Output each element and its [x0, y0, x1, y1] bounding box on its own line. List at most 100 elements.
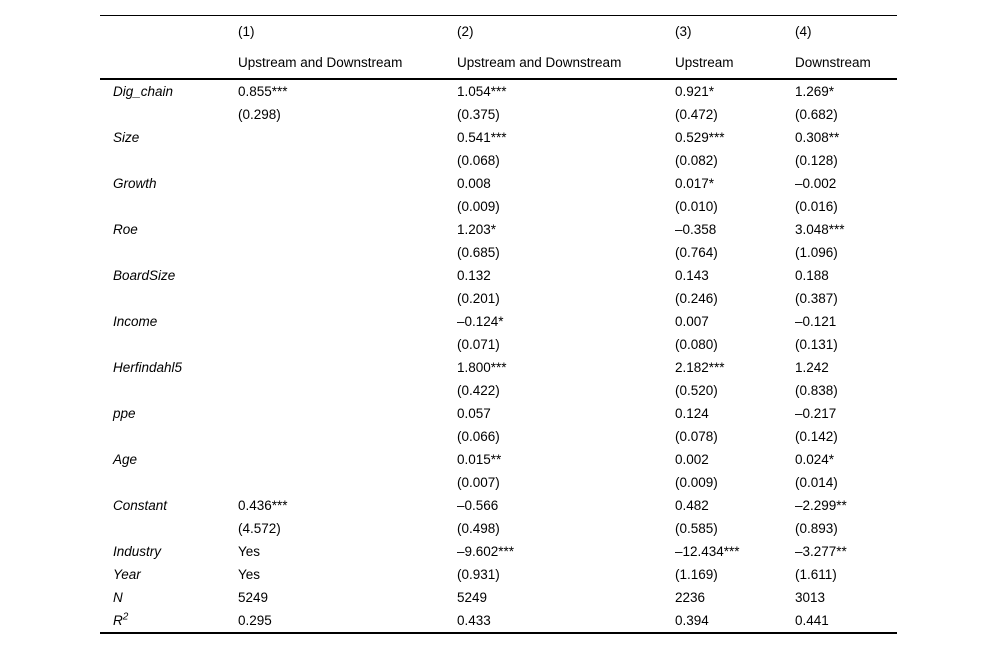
coefficient-cell: [238, 402, 457, 425]
table-row: ppe 0.057 0.124 –0.217: [100, 402, 897, 425]
row-label-empty: [100, 379, 238, 402]
row-label-empty: [100, 241, 238, 264]
standard-error-cell: (0.016): [795, 199, 838, 214]
table-row: Herfindahl5 1.800*** 2.182*** 1.242: [100, 356, 897, 379]
standard-error-cell: (0.009): [457, 199, 500, 214]
column-number: (2): [457, 24, 474, 39]
standard-error-cell: (0.068): [457, 153, 500, 168]
standard-error-cell: (0.838): [795, 383, 838, 398]
standard-error-cell: (0.387): [795, 291, 838, 306]
standard-error-cell: [238, 333, 457, 356]
standard-error-cell: [238, 471, 457, 494]
standard-error-cell: [238, 195, 457, 218]
row-label-text: R: [113, 613, 123, 628]
table-row-se: (0.068) (0.082) (0.128): [100, 149, 897, 172]
column-label: Upstream and Downstream: [238, 47, 457, 80]
coefficient-cell: –2.299**: [795, 498, 847, 513]
coefficient-cell: 3013: [795, 590, 826, 605]
coefficient-cell: 1.203*: [457, 222, 497, 237]
row-label: Size: [113, 130, 140, 145]
row-label: BoardSize: [113, 268, 176, 283]
table-row: Roe 1.203* –0.358 3.048***: [100, 218, 897, 241]
coefficient-cell: [238, 448, 457, 471]
corner-cell: [100, 47, 238, 80]
standard-error-cell: (0.128): [795, 153, 838, 168]
standard-error-cell: (0.010): [675, 199, 718, 214]
coefficient-cell: Yes: [238, 567, 261, 582]
row-label: Year: [113, 567, 141, 582]
table-row: Dig_chain 0.855*** 1.054*** 0.921* 1.269*: [100, 79, 897, 103]
coefficient-cell: 0.057: [457, 406, 491, 421]
standard-error-cell: (0.520): [675, 383, 718, 398]
coefficient-cell: 0.433: [457, 613, 491, 628]
column-label: Upstream and Downstream: [457, 47, 675, 80]
coefficient-cell: 0.921*: [675, 84, 715, 99]
column-number: (4): [795, 24, 812, 39]
coefficient-cell: –3.277**: [795, 544, 847, 559]
coefficient-cell: –0.124*: [457, 314, 504, 329]
coefficient-cell: 2.182***: [675, 360, 725, 375]
standard-error-cell: [238, 425, 457, 448]
table-header: (1) (2) (3) (4) Upstream and Downstream …: [100, 16, 897, 80]
column-label: Downstream: [795, 47, 897, 80]
row-label: Growth: [113, 176, 157, 191]
table-row: N 5249 5249 2236 3013: [100, 586, 897, 609]
coefficient-cell: –0.566: [457, 498, 499, 513]
coefficient-cell: 0.008: [457, 176, 491, 191]
standard-error-cell: (0.422): [457, 383, 500, 398]
table-row-se: (0.298) (0.375) (0.472) (0.682): [100, 103, 897, 126]
coefficient-cell: (0.931): [457, 567, 500, 582]
coefficient-cell: –0.217: [795, 406, 837, 421]
coefficient-cell: [238, 218, 457, 241]
row-label: Industry: [113, 544, 162, 559]
coefficient-cell: 2236: [675, 590, 706, 605]
coefficient-cell: –12.434***: [675, 544, 740, 559]
table-row: Size 0.541*** 0.529*** 0.308**: [100, 126, 897, 149]
row-label-superscript: 2: [122, 611, 129, 623]
row-label: Roe: [113, 222, 138, 237]
coefficient-cell: 0.482: [675, 498, 709, 513]
table-row-se: (0.009) (0.010) (0.016): [100, 195, 897, 218]
row-label: Constant: [113, 498, 168, 513]
table-row: Industry Yes –9.602*** –12.434*** –3.277**: [100, 540, 897, 563]
corner-cell: [100, 16, 238, 48]
table-row: Year Yes (0.931) (1.169) (1.611): [100, 563, 897, 586]
standard-error-cell: (1.096): [795, 245, 838, 260]
coefficient-cell: 0.541***: [457, 130, 507, 145]
coefficient-cell: 0.132: [457, 268, 491, 283]
row-label: Age: [113, 452, 138, 467]
coefficient-cell: 0.436***: [238, 498, 288, 513]
standard-error-cell: [238, 379, 457, 402]
coefficient-cell: 1.242: [795, 360, 829, 375]
row-label: Income: [113, 314, 158, 329]
standard-error-cell: (0.375): [457, 107, 500, 122]
table-body: Dig_chain 0.855*** 1.054*** 0.921* 1.269* (0.…: [100, 79, 897, 633]
table-row-se: (0.066) (0.078) (0.142): [100, 425, 897, 448]
coefficient-cell: 0.002: [675, 452, 709, 467]
table-row-se: (4.572) (0.498) (0.585) (0.893): [100, 517, 897, 540]
standard-error-cell: (0.682): [795, 107, 838, 122]
standard-error-cell: (0.298): [238, 107, 281, 122]
coefficient-cell: [238, 264, 457, 287]
row-label: N: [113, 590, 123, 605]
standard-error-cell: (0.131): [795, 337, 838, 352]
coefficient-cell: [238, 310, 457, 333]
row-label: Herfindahl5: [113, 360, 183, 375]
coefficient-cell: 0.007: [675, 314, 709, 329]
row-label-empty: [100, 149, 238, 172]
row-label-empty: [100, 471, 238, 494]
coefficient-cell: 0.143: [675, 268, 709, 283]
coefficient-cell: 0.441: [795, 613, 829, 628]
coefficient-cell: 0.124: [675, 406, 709, 421]
standard-error-cell: (0.078): [675, 429, 718, 444]
standard-error-cell: (0.498): [457, 521, 500, 536]
coefficient-cell: 3.048***: [795, 222, 845, 237]
standard-error-cell: (0.764): [675, 245, 718, 260]
standard-error-cell: (0.246): [675, 291, 718, 306]
coefficient-cell: 0.295: [238, 613, 272, 628]
coefficient-cell: [238, 356, 457, 379]
standard-error-cell: [238, 241, 457, 264]
coefficient-cell: –0.121: [795, 314, 837, 329]
coefficient-cell: [238, 172, 457, 195]
row-label-empty: [100, 425, 238, 448]
